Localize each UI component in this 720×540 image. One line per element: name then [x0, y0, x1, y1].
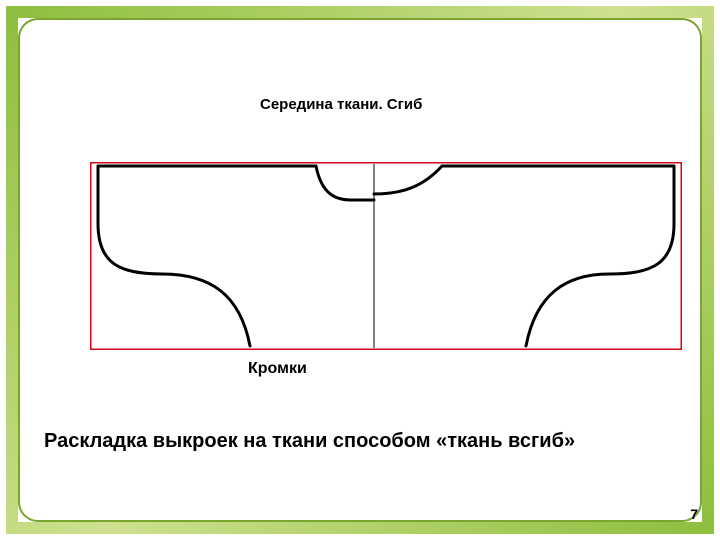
- label-selvages: Кромки: [248, 360, 307, 378]
- label-top-fold: Середина ткани. Сгиб: [260, 96, 422, 113]
- slide: Середина ткани. Сгиб Середина переда. Сг…: [0, 0, 720, 540]
- content-area: Середина ткани. Сгиб Середина переда. Сг…: [30, 30, 690, 510]
- page-number: 7: [690, 506, 698, 522]
- pattern-layout-diagram: [90, 162, 682, 350]
- slide-caption: Раскладка выкроек на ткани способом «тка…: [44, 430, 575, 453]
